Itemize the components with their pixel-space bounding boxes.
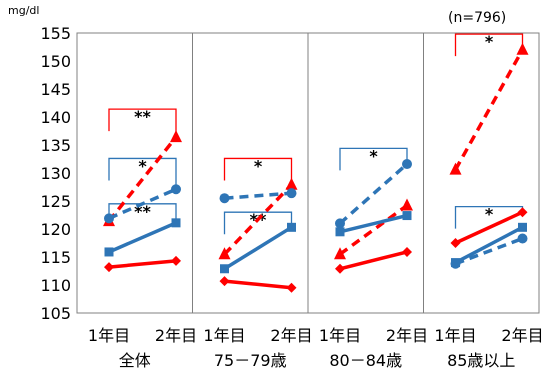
x-tick-label: 2年目 [386, 326, 428, 345]
significance-bracket [108, 108, 177, 137]
x-tick-label: 1年目 [319, 326, 361, 345]
unit-label: mg/dl [8, 4, 39, 17]
x-tick-label: 1年目 [203, 326, 245, 345]
series-line [108, 221, 177, 254]
data-point [450, 238, 461, 248]
series-line [224, 191, 292, 200]
data-point [171, 184, 181, 195]
x-tick-label: 2年目 [501, 326, 543, 345]
y-tick-label: 115 [40, 248, 71, 267]
series-line [223, 225, 293, 271]
x-tick-label: 1年目 [434, 326, 476, 345]
series-line [223, 183, 293, 256]
y-axis: 155 150 145 140 135 130 125 120 115 110 105 [40, 24, 71, 323]
data-point [286, 282, 297, 293]
significance-bracket [454, 33, 524, 57]
group-label: 全体 [119, 351, 151, 370]
significance-label: * [254, 156, 263, 175]
series-line [454, 225, 524, 265]
series-line [108, 187, 177, 220]
plot-frame [76, 32, 540, 314]
sample-size-note: (n=796) [448, 10, 506, 26]
data-point [516, 42, 529, 55]
series-line [453, 48, 525, 171]
data-point [402, 246, 412, 257]
data-point [219, 276, 230, 287]
x-tick-label: 2年目 [155, 326, 197, 345]
data-point [401, 198, 413, 211]
series-line [107, 136, 178, 223]
data-point [171, 218, 181, 228]
y-tick-label: 125 [40, 192, 71, 211]
data-point [335, 263, 345, 274]
significance-bracket [108, 157, 177, 189]
data-point [287, 222, 296, 232]
series-line [108, 259, 177, 269]
significance-label: * [485, 32, 494, 51]
series-line [454, 210, 524, 245]
series-line [454, 236, 524, 266]
y-tick-label: 120 [40, 220, 71, 239]
significance-bracket [223, 157, 293, 184]
data-point [450, 258, 461, 269]
y-tick-label: 105 [40, 304, 71, 323]
data-point [334, 247, 346, 260]
x-tick-label: 1年目 [88, 326, 130, 345]
group-label: 75－79歳 [214, 351, 287, 370]
data-point [517, 233, 528, 244]
data-point [171, 255, 181, 266]
data-point [402, 159, 412, 170]
data-point [517, 207, 528, 218]
data-point [219, 193, 230, 204]
significance-label: * [485, 205, 494, 224]
group-label: 85歳以上 [447, 351, 515, 370]
series-line [224, 279, 292, 290]
data-point [220, 264, 229, 274]
significance-brackets: *********** [108, 32, 524, 235]
data-point [335, 218, 345, 229]
data-point [104, 213, 114, 224]
y-tick-label: 130 [40, 164, 71, 183]
significance-label: ** [134, 107, 151, 126]
data-point [104, 262, 114, 273]
x-tick-label: 2年目 [270, 326, 312, 345]
significance-bracket [339, 147, 408, 171]
group-label: 80－84歳 [329, 351, 402, 370]
y-tick-label: 140 [40, 108, 71, 127]
y-tick-label: 150 [40, 52, 71, 71]
y-tick-label: 145 [40, 80, 71, 99]
series-line [338, 162, 409, 225]
y-tick-label: 155 [40, 24, 71, 43]
data-point [170, 130, 182, 143]
data-point [104, 247, 114, 257]
data-point [449, 162, 462, 175]
data-point [286, 188, 297, 199]
data-point [335, 227, 345, 237]
series-line [339, 213, 408, 234]
data-point [218, 247, 231, 260]
data-point [285, 177, 298, 190]
significance-label: * [138, 156, 147, 175]
significance-bracket [223, 211, 293, 235]
data-point [518, 222, 527, 232]
series-layer [103, 42, 529, 293]
y-tick-label: 135 [40, 136, 71, 155]
significance-label: * [369, 146, 378, 165]
y-tick-label: 110 [40, 276, 71, 295]
data-point [402, 211, 412, 221]
series-line [339, 250, 408, 271]
